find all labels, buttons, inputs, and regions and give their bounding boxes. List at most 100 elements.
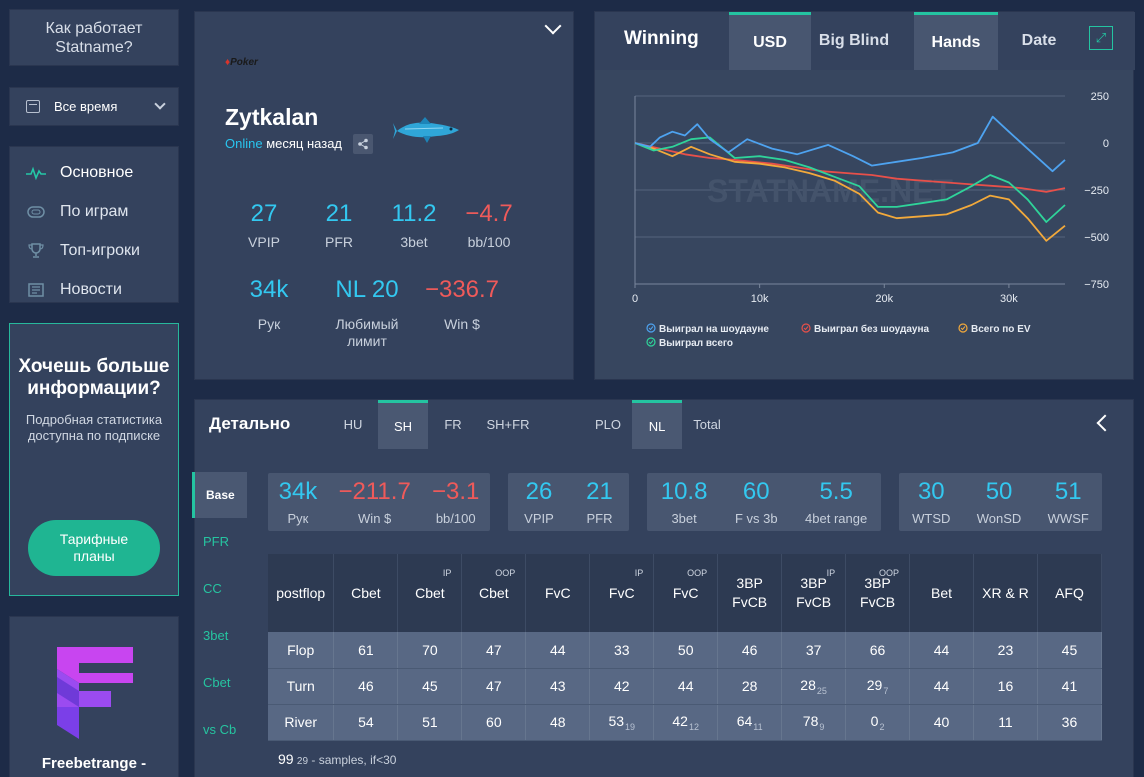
cell-value: 36 bbox=[1061, 714, 1078, 730]
legend-marker bbox=[646, 323, 656, 333]
cell-value: 28 bbox=[800, 676, 816, 693]
tab-fr[interactable]: FR bbox=[444, 417, 462, 432]
nav-item-news[interactable]: Новости bbox=[10, 270, 178, 309]
cell-sample-count: 2 bbox=[879, 721, 885, 732]
column-header: 3BP FvCB bbox=[717, 554, 783, 632]
column-header: FvC IP bbox=[589, 554, 655, 632]
player-profile: ♦Poker Zytkalan Online месяц назад 27 VPI… bbox=[194, 11, 574, 380]
calendar-icon bbox=[26, 100, 40, 113]
chevron-left-icon[interactable] bbox=[1096, 414, 1114, 432]
summary-stat: 10.8 3bet bbox=[660, 478, 708, 527]
main-nav: Основное По играм Топ-игроки Новости bbox=[9, 146, 179, 303]
column-header: Cbet OOP bbox=[461, 554, 527, 632]
row-header: Turn bbox=[268, 668, 335, 705]
cell-value: 47 bbox=[486, 641, 502, 658]
profile-stat-vpip: 27 VPIP bbox=[248, 200, 280, 250]
nav-item-main[interactable]: Основное bbox=[10, 153, 178, 192]
profile-stat-3bet: 11.2 3bet bbox=[391, 200, 437, 250]
table-body: Flop 61 70 47 44 33 50 46 37 66 44 23 45 Turn 46 45 47 43… bbox=[268, 632, 1103, 741]
online-label: Online bbox=[225, 136, 263, 151]
table-cell: 66 bbox=[845, 632, 911, 669]
period-select[interactable]: Все время bbox=[9, 87, 179, 126]
cell-value: 61 bbox=[358, 641, 374, 658]
column-header: XR & R bbox=[973, 554, 1038, 632]
y-tick-label: −750 bbox=[1084, 279, 1109, 291]
cell-value: 44 bbox=[550, 641, 566, 658]
cell-value: 64 bbox=[736, 712, 753, 729]
legend-check-icon bbox=[803, 326, 809, 331]
column-header-label: 3BP FvCB bbox=[796, 575, 832, 610]
expand-button[interactable]: ⤢ bbox=[1089, 26, 1113, 50]
column-header-position: OOP bbox=[495, 568, 516, 578]
nav-item-by-games[interactable]: По играм bbox=[10, 192, 178, 231]
how-it-works-button[interactable]: Как работает Statname? bbox=[9, 9, 179, 66]
profile-stat-win: −336.7 Win $ bbox=[424, 276, 500, 332]
tab-sh-fr[interactable]: SH+FR bbox=[486, 417, 530, 432]
table-row: Flop 61 70 47 44 33 50 46 37 66 44 23 45 bbox=[268, 632, 1103, 669]
tab-hu[interactable]: HU bbox=[343, 417, 363, 432]
tab-date[interactable]: Date bbox=[1021, 32, 1057, 49]
cell-value: 45 bbox=[1061, 641, 1078, 658]
table-cell: 11 bbox=[973, 704, 1038, 741]
freebet-promo[interactable]: Freebetrange - bbox=[9, 616, 179, 777]
table-cell: 47 bbox=[461, 632, 527, 669]
side-tab-base[interactable]: Base bbox=[192, 472, 247, 518]
table-cell: 70 bbox=[397, 632, 463, 669]
share-button[interactable] bbox=[353, 134, 373, 154]
cell-value: 11 bbox=[998, 714, 1013, 730]
collapse-chevron-icon[interactable] bbox=[544, 17, 562, 35]
tab-big-blind[interactable]: Big Blind bbox=[818, 32, 890, 49]
table-cell: 51 bbox=[397, 704, 463, 741]
table-cell: 41 bbox=[1037, 668, 1103, 705]
tab-plo[interactable]: PLO bbox=[594, 417, 621, 432]
cell-value: 23 bbox=[997, 641, 1014, 658]
tab-hands[interactable]: Hands bbox=[914, 12, 998, 70]
side-tab-cc[interactable]: CC bbox=[203, 580, 222, 596]
table-cell: 4212 bbox=[653, 704, 719, 741]
pulse-icon bbox=[26, 166, 46, 180]
pricing-plans-label: Тарифные планы bbox=[59, 531, 129, 564]
nav-item-label: По играм bbox=[60, 202, 129, 220]
column-header-label: 3BP FvCB bbox=[732, 575, 768, 610]
pricing-plans-button[interactable]: Тарифные планы bbox=[28, 520, 160, 576]
tab-nl[interactable]: NL bbox=[632, 400, 682, 449]
y-tick-label: 250 bbox=[1091, 91, 1109, 103]
summary-stat: 26 VPIP bbox=[524, 478, 554, 527]
legend-marker bbox=[646, 337, 656, 347]
column-header: FvC OOP bbox=[653, 554, 719, 632]
tab-total[interactable]: Total bbox=[693, 417, 721, 432]
side-tab-cbet[interactable]: Cbet bbox=[203, 674, 231, 690]
profile-stat-fav-limit: NL 20 Любимый лимит bbox=[335, 276, 399, 349]
table-icon bbox=[26, 205, 46, 219]
table-cell: 54 bbox=[333, 704, 399, 741]
share-icon bbox=[358, 138, 368, 150]
column-header-label: FvC bbox=[544, 584, 571, 601]
table-cell: 46 bbox=[717, 632, 783, 669]
table-row: River 54 51 60 48 5319 4212 6411 789 02 40 11 36 bbox=[268, 704, 1103, 741]
nav-item-top-players[interactable]: Топ-игроки bbox=[10, 231, 178, 270]
tab-sh[interactable]: SH bbox=[378, 400, 428, 449]
cell-value: 53 bbox=[608, 712, 625, 729]
column-header-position: OOP bbox=[687, 568, 708, 578]
legend-check-icon bbox=[648, 326, 654, 331]
cell-value: 46 bbox=[358, 678, 374, 694]
table-cell: 33 bbox=[589, 632, 655, 669]
column-header-label: AFQ bbox=[1055, 584, 1084, 601]
cell-value: 28 bbox=[741, 678, 758, 694]
cell-value: 44 bbox=[933, 678, 950, 694]
side-tab-pfr[interactable]: PFR bbox=[203, 533, 229, 549]
side-tab-vs-cb[interactable]: vs Cb bbox=[203, 721, 237, 737]
column-header-position: IP bbox=[442, 568, 452, 578]
freebet-logo bbox=[57, 647, 133, 739]
table-cell: 43 bbox=[525, 668, 591, 705]
cell-value: 41 bbox=[1061, 678, 1078, 694]
column-header: 3BP FvCB IP bbox=[781, 554, 847, 632]
note-sample-count: 29 bbox=[296, 756, 309, 767]
column-header: Cbet IP bbox=[397, 554, 463, 632]
cell-value: 29 bbox=[866, 676, 883, 693]
summary-stat: 50 WonSD bbox=[976, 478, 1022, 527]
tab-usd[interactable]: USD bbox=[729, 12, 811, 70]
column-header-label: FvC bbox=[672, 584, 699, 601]
side-tab-3bet[interactable]: 3bet bbox=[203, 627, 229, 643]
chevron-down-icon bbox=[154, 98, 166, 110]
